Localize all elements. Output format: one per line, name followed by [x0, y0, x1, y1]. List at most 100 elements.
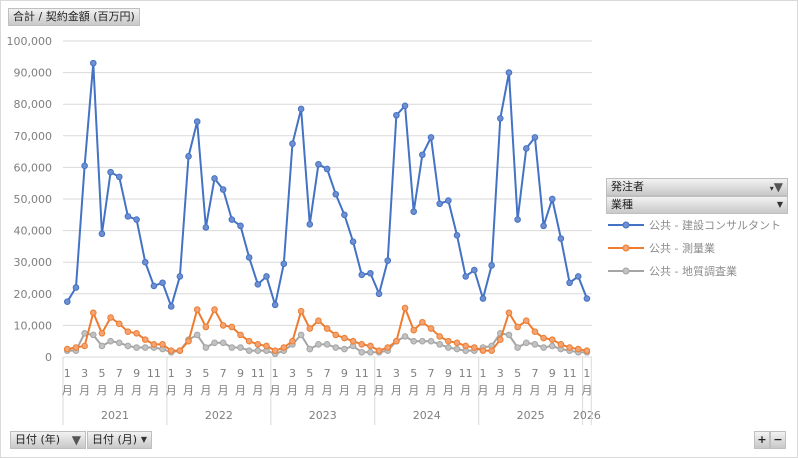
value-field-button[interactable]: 合計 / 契約金額 (百万円)	[8, 8, 140, 26]
data-point	[471, 266, 478, 274]
data-point	[81, 342, 88, 350]
y-tick-label: 90,000	[14, 67, 53, 80]
month-tick-label: 7	[531, 367, 538, 380]
month-tick-label: 3	[81, 367, 88, 380]
collapse-button[interactable]: −	[770, 431, 786, 449]
data-point	[436, 341, 443, 348]
data-point	[219, 322, 227, 329]
legend-item-construction[interactable]: 公共 - 建設コンサルタント	[608, 217, 781, 233]
data-point	[401, 102, 409, 110]
data-point	[297, 307, 305, 315]
year-label: 2026	[573, 409, 601, 422]
data-point	[427, 325, 435, 332]
month-suffix-label: 月	[529, 384, 540, 397]
month-suffix-label: 月	[391, 384, 402, 397]
legend-item-survey[interactable]: 公共 - 測量業	[608, 240, 715, 256]
data-point	[479, 295, 487, 302]
data-point	[419, 337, 426, 345]
year-label: 2022	[205, 409, 233, 422]
data-point	[193, 331, 201, 339]
month-suffix-label: 月	[356, 384, 367, 397]
month-tick-label: 11	[459, 367, 473, 380]
data-point	[263, 273, 270, 280]
data-point	[254, 281, 262, 288]
month-tick-label: 5	[202, 367, 209, 380]
data-point	[375, 290, 383, 298]
data-point	[89, 59, 97, 67]
data-point	[254, 347, 262, 354]
month-suffix-label: 月	[322, 384, 333, 397]
chevron-down-icon: ▼	[140, 435, 147, 444]
month-suffix-label: 月	[114, 384, 125, 397]
data-point	[141, 336, 149, 343]
data-point	[367, 269, 374, 277]
data-point	[237, 331, 244, 339]
data-point	[436, 200, 443, 208]
year-label: 2021	[101, 409, 129, 422]
month-tick-label: 1	[64, 367, 71, 380]
month-tick-label: 7	[220, 367, 227, 380]
data-point	[133, 216, 140, 223]
data-point	[497, 115, 504, 122]
orderer-filter-button[interactable]: 発注者 ▾▼	[606, 178, 788, 196]
data-point	[141, 258, 149, 266]
data-point	[557, 341, 565, 348]
data-point	[505, 69, 513, 76]
month-suffix-label: 月	[512, 384, 523, 397]
industry-label: 業種	[611, 198, 633, 211]
month-tick-label: 9	[237, 367, 244, 380]
expand-button[interactable]: +	[754, 431, 770, 449]
data-point	[271, 301, 279, 309]
filter-icon: ▾▼	[769, 180, 783, 194]
month-suffix-label: 月	[166, 384, 177, 397]
data-point	[514, 344, 521, 351]
month-suffix-label: 月	[564, 384, 575, 397]
data-point	[245, 347, 253, 354]
industry-filter-button[interactable]: 業種 ▼	[606, 196, 788, 214]
data-point	[263, 342, 270, 350]
month-suffix-label: 月	[477, 384, 488, 397]
y-tick-label: 20,000	[14, 288, 53, 301]
month-tick-label: 11	[251, 367, 265, 380]
data-point	[574, 273, 582, 280]
year-filter-button[interactable]: 日付 (年) ▼	[10, 431, 86, 449]
data-point	[254, 341, 262, 348]
data-point	[237, 222, 244, 230]
data-point	[150, 341, 158, 348]
month-suffix-label: 月	[148, 384, 159, 397]
data-point	[228, 216, 236, 223]
legend-item-geology[interactable]: 公共 - 地質調査業	[608, 263, 737, 279]
month-tick-label: 3	[393, 367, 400, 380]
data-point	[228, 323, 236, 331]
data-point	[289, 337, 296, 345]
data-point	[107, 168, 114, 176]
month-tick-label: 1	[583, 367, 590, 380]
data-point	[393, 111, 400, 119]
filter-icon: ▼	[71, 433, 81, 447]
data-point	[488, 347, 495, 354]
data-point	[167, 303, 175, 310]
data-point	[349, 238, 357, 245]
month-tick-label: 1	[272, 367, 279, 380]
month-suffix-label: 月	[131, 384, 142, 397]
data-point	[115, 173, 123, 181]
data-point	[583, 295, 591, 302]
month-filter-button[interactable]: 日付 (月) ▼	[87, 431, 152, 449]
data-point	[358, 348, 366, 356]
data-point	[401, 304, 409, 312]
month-tick-label: 3	[497, 367, 504, 380]
month-tick-label: 5	[514, 367, 521, 380]
data-point	[341, 345, 348, 353]
data-point	[367, 342, 374, 350]
legend-marker-blue-icon	[608, 221, 644, 229]
data-point	[349, 337, 357, 345]
data-point	[367, 348, 374, 356]
year-label: 2025	[517, 409, 545, 422]
data-point	[332, 331, 340, 339]
data-point	[583, 347, 591, 354]
data-point	[315, 341, 322, 348]
data-point	[574, 345, 582, 353]
data-point	[72, 284, 80, 291]
data-point	[514, 216, 521, 223]
month-tick-label: 1	[479, 367, 486, 380]
